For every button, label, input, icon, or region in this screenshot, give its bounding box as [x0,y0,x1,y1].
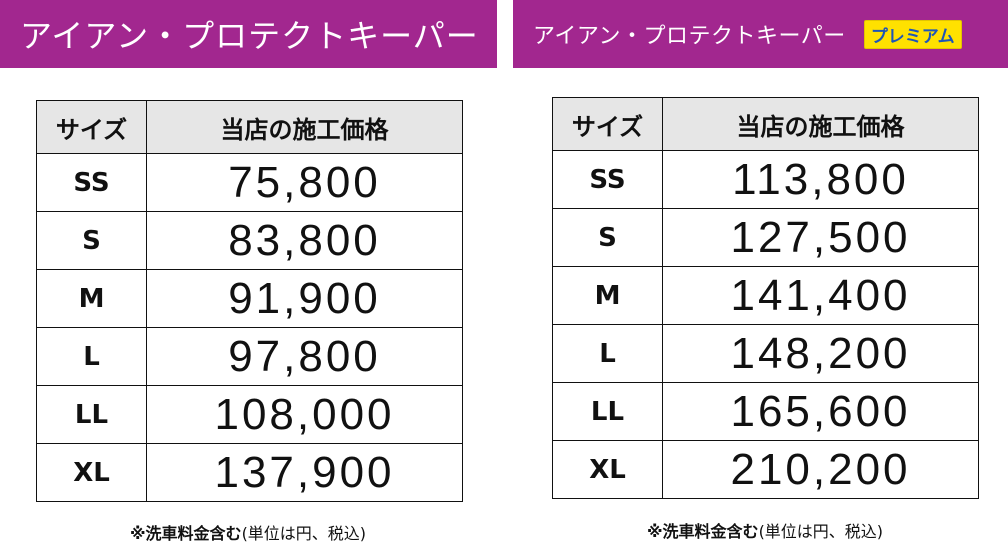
table-row: SS 75,800 [36,153,463,212]
price-cell: 75,800 [146,153,463,212]
size-cell: M [552,266,663,325]
price-cell: 165,600 [662,382,979,441]
right-price-table: サイズ 当店の施工価格 SS 113,800 S 127,500 M 141,4… [552,97,979,499]
table-row: M 141,400 [552,266,979,325]
left-banner: アイアン・プロテクトキーパー [0,0,497,68]
left-footnote: ※洗車料金含む(単位は円、税込) [130,520,366,544]
table-header-row: サイズ 当店の施工価格 [36,100,463,154]
price-cell: 210,200 [662,440,979,499]
header-price: 当店の施工価格 [146,100,463,154]
right-banner: アイアン・プロテクトキーパー プレミアム [513,0,1008,68]
size-cell: L [552,324,663,383]
table-row: L 97,800 [36,327,463,386]
table-row: S 127,500 [552,208,979,267]
right-banner-title: アイアン・プロテクトキーパー [533,24,846,49]
price-cell: 141,400 [662,266,979,325]
price-cell: 113,800 [662,150,979,209]
size-cell: L [36,327,147,386]
price-cell: 127,500 [662,208,979,267]
header-size: サイズ [552,97,663,151]
header-size: サイズ [36,100,147,154]
footnote-bold: ※洗車料金含む [647,522,759,541]
size-cell: M [36,269,147,328]
table-row: XL 137,900 [36,443,463,502]
size-cell: SS [36,153,147,212]
price-cell: 148,200 [662,324,979,383]
table-row: M 91,900 [36,269,463,328]
table-row: LL 165,600 [552,382,979,441]
price-cell: 97,800 [146,327,463,386]
footnote-rest: (単位は円、税込) [241,524,367,543]
size-cell: LL [552,382,663,441]
footnote-rest: (単位は円、税込) [758,522,884,541]
right-footnote: ※洗車料金含む(単位は円、税込) [647,518,883,542]
size-cell: S [36,211,147,270]
left-price-table: サイズ 当店の施工価格 SS 75,800 S 83,800 M 91,900 … [36,100,463,502]
price-cell: 108,000 [146,385,463,444]
table-row: L 148,200 [552,324,979,383]
premium-badge: プレミアム [863,19,962,49]
size-cell: LL [36,385,147,444]
size-cell: S [552,208,663,267]
price-cell: 91,900 [146,269,463,328]
price-cell: 137,900 [146,443,463,502]
table-row: S 83,800 [36,211,463,270]
footnote-bold: ※洗車料金含む [130,524,242,543]
table-header-row: サイズ 当店の施工価格 [552,97,979,151]
left-banner-title: アイアン・プロテクトキーパー [20,17,479,55]
size-cell: XL [36,443,147,502]
price-cell: 83,800 [146,211,463,270]
header-price: 当店の施工価格 [662,97,979,151]
table-row: LL 108,000 [36,385,463,444]
table-row: XL 210,200 [552,440,979,499]
table-row: SS 113,800 [552,150,979,209]
size-cell: SS [552,150,663,209]
size-cell: XL [552,440,663,499]
